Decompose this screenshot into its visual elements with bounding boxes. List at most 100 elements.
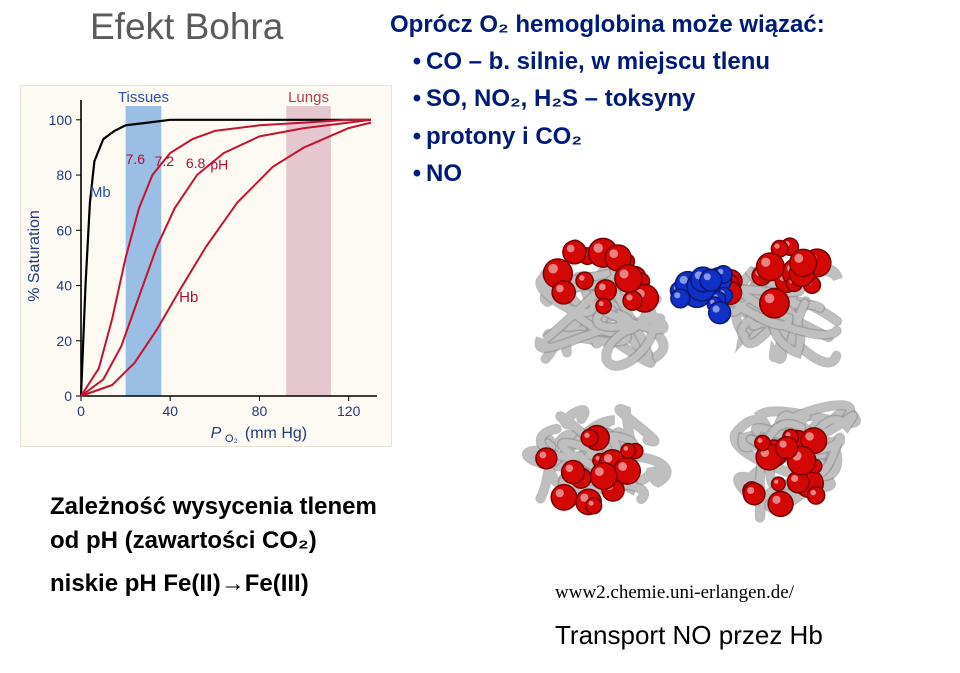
heme-blob (616, 266, 642, 292)
bullet-header-text: Oprócz O₂ hemoglobina może wiązać: (390, 6, 825, 43)
page-root: Efekt Bohra Oprócz O₂ hemoglobina może w… (0, 0, 960, 673)
effector-blob (672, 290, 689, 307)
bullet-item: • protony i CO₂ (408, 118, 825, 155)
heme-blob-highlight (810, 490, 816, 496)
citation-text: www2.chemie.uni-erlangen.de/ (555, 582, 794, 604)
heme-blob (553, 281, 575, 303)
heme-blob-highlight (599, 284, 606, 291)
protein-figure (460, 210, 930, 560)
transport-caption: Transport NO przez Hb (555, 620, 823, 651)
lungs-band (286, 106, 331, 396)
tissues-label: Tissues (118, 89, 169, 106)
heme-blob-highlight (765, 293, 775, 303)
heme-blob-highlight (618, 462, 627, 471)
heme-blob-highlight (595, 467, 604, 476)
ph-value: 7.6 (126, 151, 146, 167)
heme-blob-highlight (589, 501, 594, 506)
heme-blob (808, 487, 824, 503)
y-tick-label: 20 (56, 333, 72, 349)
fe-redox-line: niskie pH Fe(II)→Fe(III) (50, 570, 309, 598)
heme-blob-highlight (805, 432, 813, 440)
bullet-dot-icon: • (408, 155, 426, 192)
y-tick-label: 60 (56, 222, 72, 238)
chart-svg: % SaturationTissuesLungs0204060801000408… (21, 86, 391, 446)
y-tick-label: 40 (56, 278, 72, 294)
y-tick-label: 100 (49, 112, 73, 128)
heme-blob-highlight (794, 254, 803, 263)
heme-blob (776, 437, 797, 458)
heme-blob-highlight (567, 245, 575, 253)
dependency-text: Zależność wysycenia tlenem od pH (zawart… (50, 490, 377, 557)
heme-blob-highlight (747, 487, 754, 494)
heme-blob-highlight (772, 496, 780, 504)
heme-blob (769, 492, 792, 515)
heme-blob-highlight (566, 464, 574, 472)
lungs-label: Lungs (288, 89, 329, 106)
ph-value: 7.2 (155, 153, 175, 169)
effector-blob-highlight (713, 306, 720, 313)
heme-blob-highlight (556, 285, 564, 293)
heme-blob (615, 458, 640, 483)
heme-blob (564, 241, 586, 263)
heme-blob-highlight (761, 258, 770, 267)
x-tick-label: 40 (162, 403, 178, 419)
effector-blob-highlight (704, 273, 711, 280)
heme-blob-highlight (604, 454, 612, 462)
dep-line2: od pH (zawartości CO₂) (50, 524, 377, 558)
heme-blob-highlight (619, 269, 628, 278)
page-title: Efekt Bohra (90, 6, 283, 48)
heme-blob-highlight (774, 244, 779, 249)
heme-blob (582, 430, 597, 445)
heme-blob (760, 289, 788, 317)
heme-blob-highlight (579, 275, 584, 280)
heme-blob (756, 436, 770, 450)
dep-line1: Zależność wysycenia tlenem (50, 490, 377, 524)
heme-blob-highlight (624, 446, 629, 451)
bullet-item: • SO, NO₂, H₂S – toksyny (408, 80, 825, 117)
x-tick-label: 0 (77, 403, 85, 419)
effector-blob (701, 270, 721, 290)
bullet-dot-icon: • (408, 80, 426, 117)
heme-blob-highlight (609, 249, 618, 258)
heme-blob (577, 273, 593, 289)
bullet-item-text: CO – b. silnie, w miejscu tlenu (426, 43, 770, 80)
protein-group (527, 237, 856, 517)
heme-blob-highlight (556, 489, 564, 497)
heme-blob-highlight (548, 264, 558, 274)
bullet-item-text: protony i CO₂ (426, 118, 582, 155)
x-axis-label: P (211, 425, 222, 442)
heme-blob (790, 250, 815, 275)
heme-blob (772, 478, 784, 490)
bullet-item-text: NO (426, 155, 462, 192)
x-axis-label-sub: O₂ (225, 433, 238, 445)
heme-blob-highlight (626, 294, 632, 300)
heme-blob-highlight (593, 243, 603, 253)
heme-blob (597, 299, 611, 313)
bullet-block: Oprócz O₂ hemoglobina może wiązać: • CO … (390, 6, 825, 192)
saturation-chart: % SaturationTissuesLungs0204060801000408… (20, 85, 392, 447)
heme-blob (757, 254, 783, 280)
mb-label: Mb (90, 184, 111, 201)
bullet-dot-icon: • (408, 118, 426, 155)
heme-blob-highlight (791, 475, 798, 482)
bullet-item-text: SO, NO₂, H₂S – toksyny (426, 80, 695, 117)
bullet-item: • CO – b. silnie, w miejscu tlenu (408, 43, 825, 80)
heme-blob (624, 292, 642, 310)
heme-blob-highlight (774, 480, 778, 484)
hb-label: Hb (179, 289, 198, 306)
ph-label: pH (210, 157, 228, 173)
heme-blob-highlight (758, 438, 763, 443)
x-tick-label: 120 (337, 403, 361, 419)
y-tick-label: 80 (56, 167, 72, 183)
heme-blob (744, 484, 764, 504)
heme-blob-highlight (540, 452, 547, 459)
x-axis-label-unit: (mm Hg) (245, 425, 307, 442)
heme-blob (622, 444, 635, 457)
heme-blob (552, 485, 576, 509)
y-tick-label: 0 (64, 388, 72, 404)
heme-blob-highlight (599, 301, 604, 306)
heme-blob (537, 449, 556, 468)
bullet-dot-icon: • (408, 43, 426, 80)
effector-blob-highlight (680, 276, 688, 284)
heme-blob-highlight (584, 433, 589, 438)
